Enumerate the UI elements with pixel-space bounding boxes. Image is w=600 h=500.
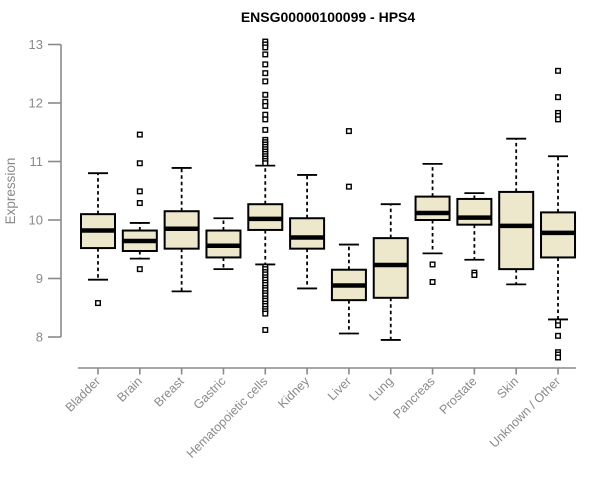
outlier-point bbox=[136, 160, 143, 167]
outlier-point bbox=[262, 70, 269, 77]
outlier-point bbox=[555, 322, 562, 329]
x-tick-label: Liver bbox=[325, 374, 354, 403]
y-tick-label: 8 bbox=[36, 330, 43, 345]
x-tick-label: Pancreas bbox=[390, 374, 437, 421]
y-axis-title: Expression bbox=[3, 158, 18, 225]
iqr-box bbox=[498, 190, 535, 271]
x-tick-label: Hematopoietic cells bbox=[184, 374, 271, 461]
x-tick-label: Unknown / Other bbox=[487, 374, 563, 450]
y-tick-label: 10 bbox=[29, 213, 43, 228]
outlier-point bbox=[262, 51, 269, 58]
outlier-point bbox=[136, 200, 143, 207]
x-tick-label: Skin bbox=[494, 374, 521, 401]
x-tick-label: Breast bbox=[151, 374, 187, 410]
outlier-point bbox=[555, 354, 562, 361]
x-tick-label: Bladder bbox=[63, 374, 103, 414]
x-tick-label: Kidney bbox=[275, 374, 312, 411]
outlier-point bbox=[262, 61, 269, 68]
outlier-point bbox=[262, 111, 269, 118]
outlier-point bbox=[262, 326, 269, 333]
outlier-point bbox=[262, 126, 269, 133]
outlier-point bbox=[262, 44, 269, 51]
outlier-point bbox=[262, 310, 269, 317]
outlier-point bbox=[94, 300, 101, 307]
outlier-point bbox=[136, 266, 143, 273]
outlier-point bbox=[136, 188, 143, 195]
y-tick-label: 9 bbox=[36, 271, 43, 286]
outlier-point bbox=[345, 183, 352, 190]
outlier-point bbox=[429, 279, 436, 286]
box-group bbox=[372, 203, 409, 341]
outlier-point bbox=[262, 102, 269, 109]
box-group bbox=[80, 172, 116, 307]
iqr-box bbox=[414, 195, 451, 222]
box-group bbox=[456, 192, 493, 278]
x-tick-label: Gastric bbox=[191, 374, 229, 412]
box-group bbox=[121, 131, 158, 273]
box-group bbox=[205, 217, 242, 271]
iqr-box bbox=[372, 237, 409, 299]
x-tick-label: Lung bbox=[366, 374, 396, 404]
y-tick-label: 12 bbox=[29, 96, 43, 111]
box-group bbox=[540, 67, 577, 361]
iqr-box bbox=[456, 197, 493, 226]
outlier-point bbox=[262, 78, 269, 85]
outlier-point bbox=[345, 128, 352, 135]
outlier-point bbox=[555, 94, 562, 101]
boxes-layer bbox=[80, 38, 577, 361]
outlier-point bbox=[262, 160, 269, 167]
outlier-point bbox=[136, 131, 143, 138]
x-tick-label: Prostate bbox=[437, 374, 480, 417]
x-tick-label: Brain bbox=[114, 374, 145, 405]
box-group bbox=[247, 38, 284, 333]
outlier-point bbox=[555, 67, 562, 74]
box-group bbox=[414, 162, 451, 286]
outlier-point bbox=[555, 332, 562, 339]
box-group bbox=[289, 174, 326, 290]
iqr-box bbox=[289, 217, 326, 250]
outlier-point bbox=[471, 271, 478, 278]
outlier-point bbox=[262, 91, 269, 98]
box-group bbox=[163, 167, 200, 293]
y-tick-label: 11 bbox=[30, 154, 44, 169]
outlier-point bbox=[262, 116, 269, 123]
outlier-point bbox=[429, 261, 436, 268]
outlier-point bbox=[555, 116, 562, 123]
box-group bbox=[498, 137, 535, 286]
box-group bbox=[330, 128, 367, 335]
y-tick-label: 13 bbox=[29, 37, 43, 52]
chart-title: ENSG00000100099 - HPS4 bbox=[241, 9, 416, 25]
